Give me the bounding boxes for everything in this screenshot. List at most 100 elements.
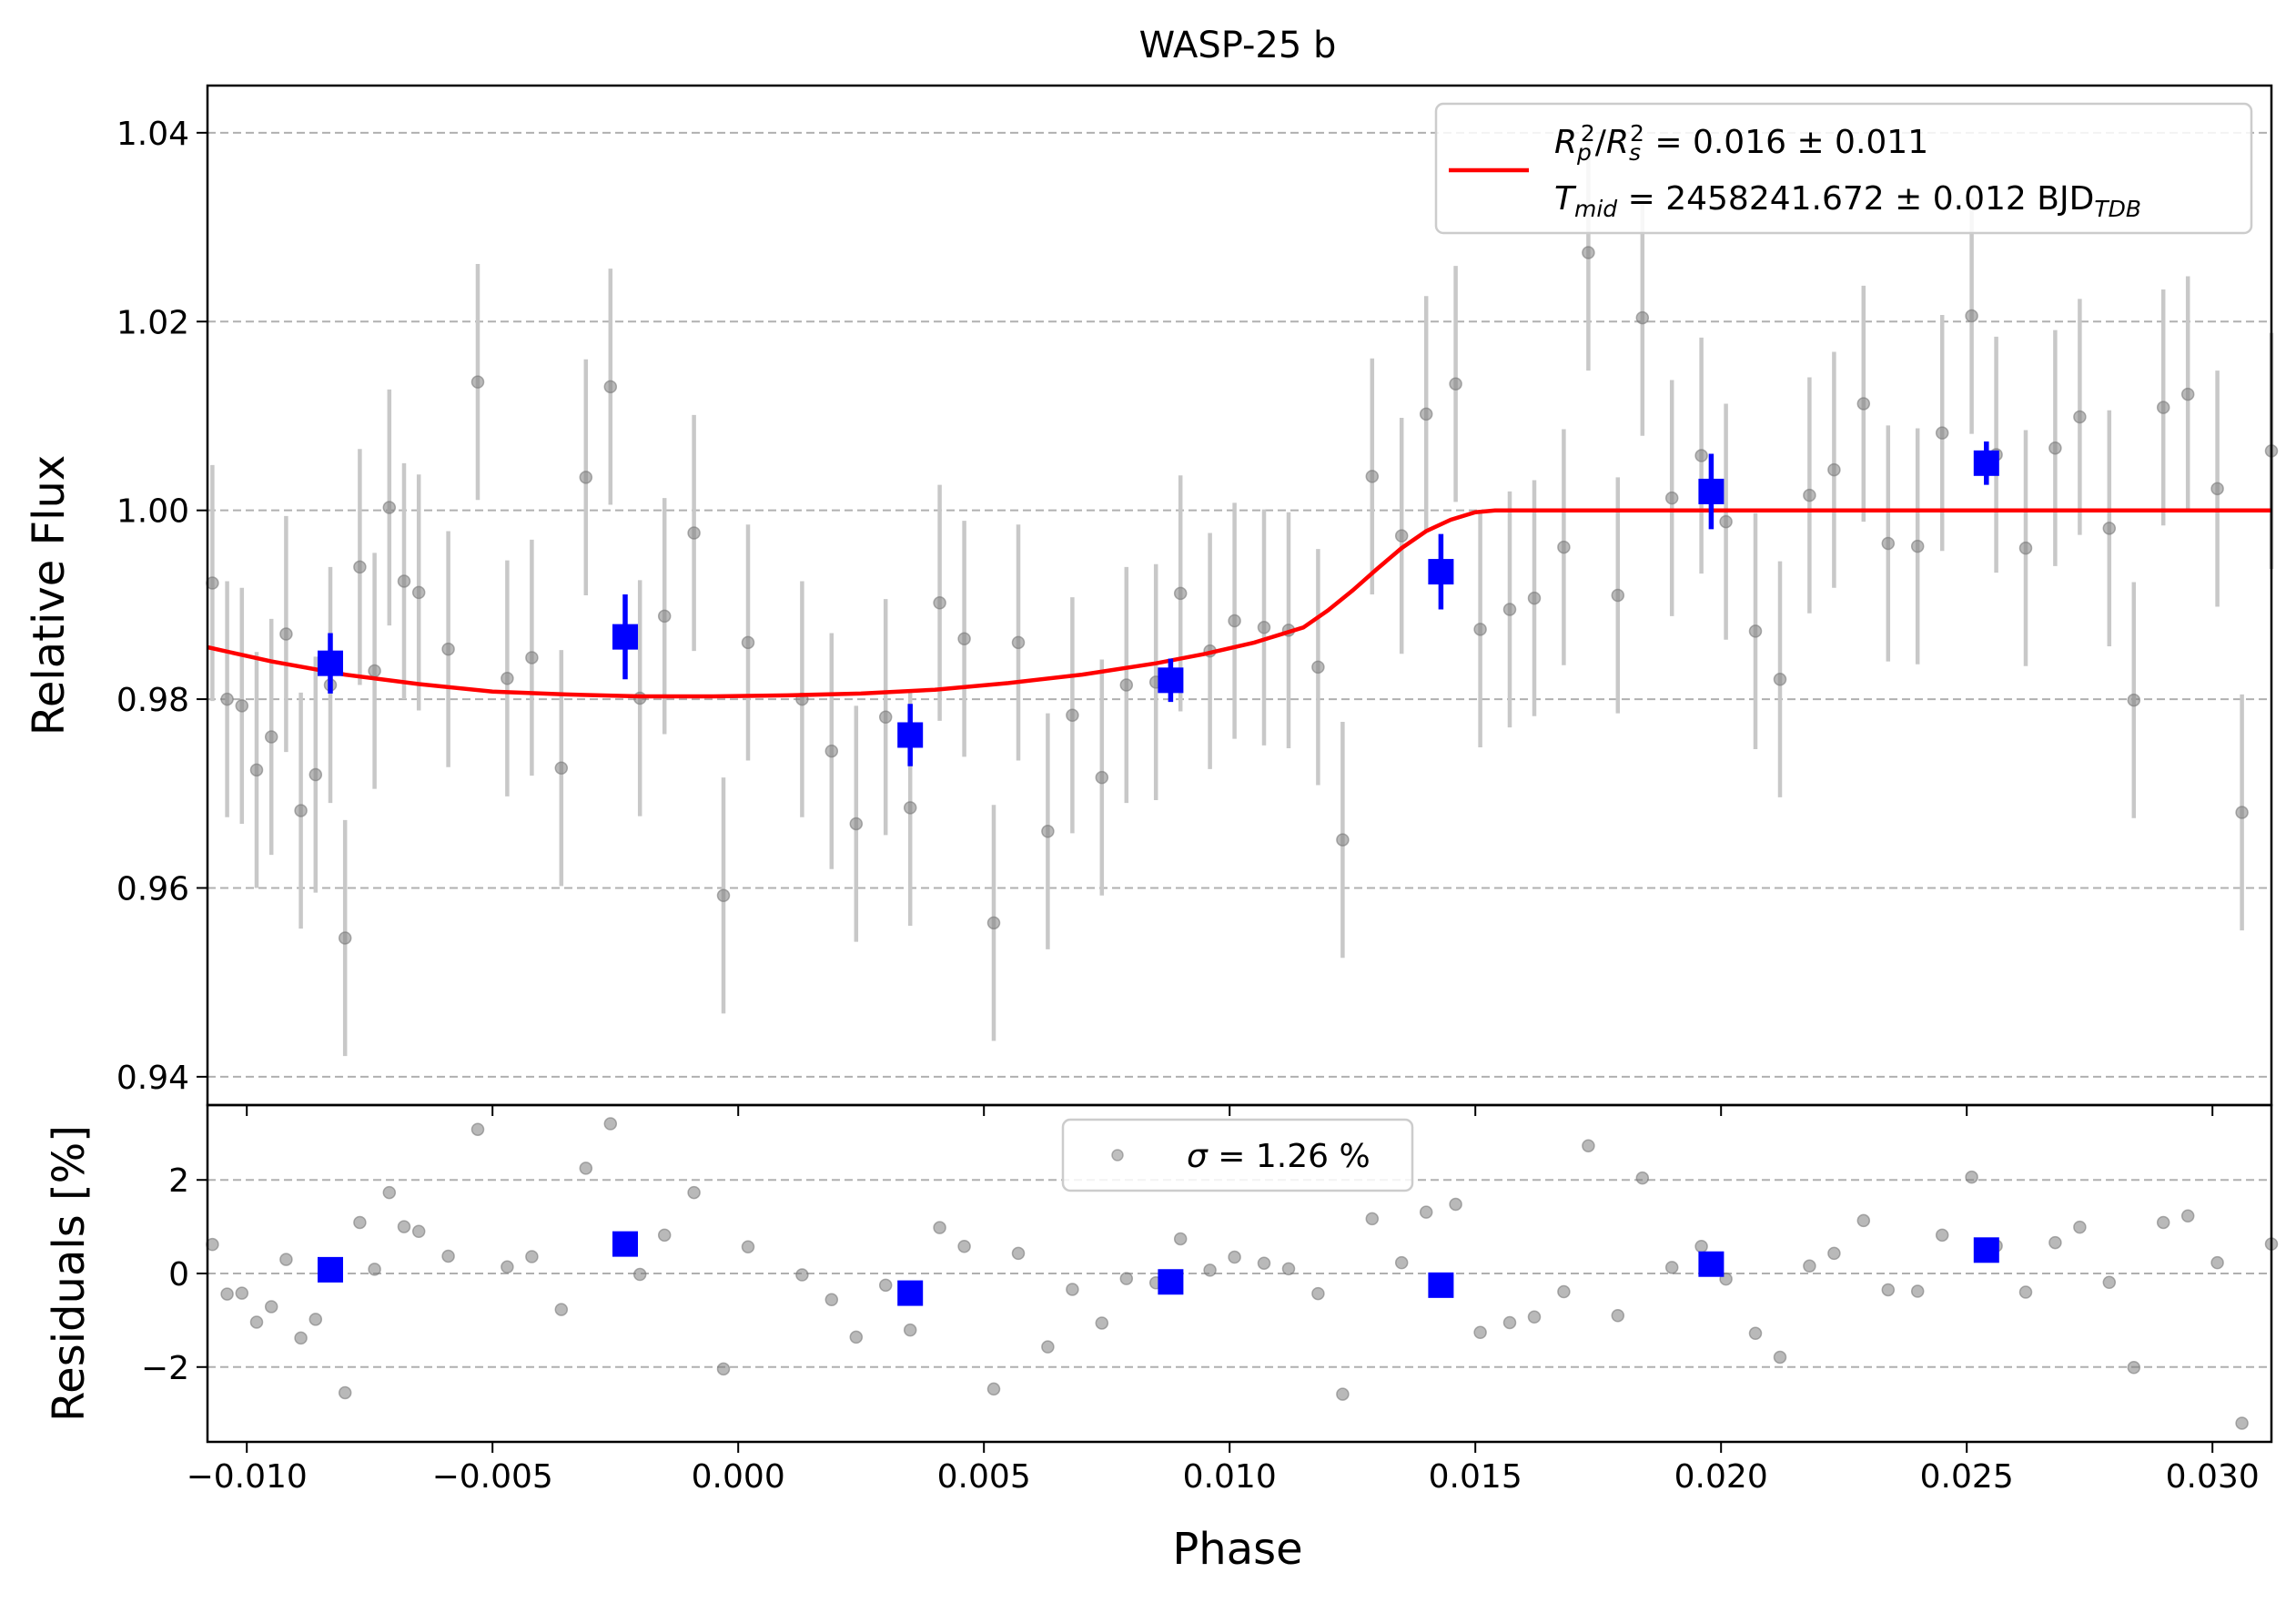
flux-raw-point xyxy=(1635,310,1650,325)
residual-binned-point xyxy=(318,1256,343,1283)
flux-binned-point xyxy=(318,650,343,676)
x-tick-label: −0.005 xyxy=(432,1458,553,1496)
residual-raw-point xyxy=(1394,1255,1409,1270)
residual-raw-point xyxy=(554,1303,569,1316)
residual-raw-point xyxy=(878,1278,893,1293)
tmid-unit-sub: TDB xyxy=(2094,196,2141,222)
residual-raw-point xyxy=(1965,1170,1978,1184)
radius-ratio-rs-sub: s xyxy=(1629,139,1641,166)
residual-raw-point xyxy=(1748,1326,1763,1341)
residual-binned-point xyxy=(1973,1237,1999,1263)
flux-legend: Rp2/Rs2 = 0.016 ± 0.011 Tmid = 2458241.6… xyxy=(1434,102,2253,235)
residual-raw-point xyxy=(353,1215,367,1230)
flux-raw-point xyxy=(1719,514,1733,529)
flux-raw-point xyxy=(603,380,618,394)
flux-raw-point xyxy=(1011,635,1026,650)
residual-raw-point xyxy=(1228,1250,1241,1264)
x-tick-label: 0.000 xyxy=(692,1458,785,1496)
residual-raw-point xyxy=(795,1268,809,1282)
residual-raw-point xyxy=(1773,1350,1787,1365)
radius-ratio-rp-sub: p xyxy=(1576,139,1592,166)
radius-ratio-rp: R xyxy=(1554,124,1577,161)
flux-raw-point xyxy=(368,664,381,678)
flux-raw-point xyxy=(2048,441,2062,455)
flux-raw-point xyxy=(2073,410,2087,424)
x-tick-label: 0.010 xyxy=(1183,1458,1277,1496)
residual-raw-point xyxy=(338,1385,352,1400)
flux-raw-point xyxy=(1473,623,1487,636)
residual-raw-point xyxy=(957,1239,971,1253)
residuals-panel: −2 0 2 −0.010 −0.005 0.000 0.005 0.010 0.015 0.0… xyxy=(44,1103,2279,1575)
flux-raw-point xyxy=(382,501,397,514)
residual-raw-point xyxy=(1257,1256,1271,1270)
flux-binned-point xyxy=(1973,450,1999,476)
flux-raw-point xyxy=(957,632,971,645)
residual-raw-point xyxy=(501,1260,514,1274)
flux-x-ticks xyxy=(246,1105,2214,1116)
legend-mid-transit: Tmid = 2458241.672 ± 0.012 BJDTDB xyxy=(1554,180,2141,222)
residual-raw-point xyxy=(1502,1315,1517,1330)
residual-raw-point xyxy=(294,1331,308,1345)
flux-raw-point xyxy=(397,574,411,588)
residual-raw-point xyxy=(632,1267,647,1282)
flux-raw-point xyxy=(411,585,426,600)
flux-raw-point xyxy=(501,672,514,685)
residuals-y-tick-label: −2 xyxy=(141,1350,189,1387)
residuals-raw-points xyxy=(206,1117,2279,1430)
residual-raw-point xyxy=(2127,1361,2141,1375)
x-tick-label: −0.010 xyxy=(187,1458,308,1496)
residual-raw-point xyxy=(1041,1340,1055,1354)
flux-raw-point xyxy=(903,801,917,815)
flux-raw-point xyxy=(220,692,234,706)
flux-y-tick-label: 0.94 xyxy=(116,1060,189,1097)
flux-raw-point xyxy=(1803,488,1816,502)
residuals-legend-marker xyxy=(1111,1149,1124,1162)
residual-raw-point xyxy=(741,1240,755,1253)
residual-raw-point xyxy=(235,1286,249,1300)
residual-raw-point xyxy=(1694,1239,1708,1253)
flux-raw-point xyxy=(716,888,731,903)
legend-radius-ratio: Rp2/Rs2 = 0.016 ± 0.011 xyxy=(1554,120,1928,166)
flux-raw-point xyxy=(824,744,839,758)
residual-raw-point xyxy=(308,1313,323,1326)
flux-raw-point xyxy=(1119,678,1134,692)
flux-raw-point xyxy=(1527,591,1542,605)
flux-grid xyxy=(207,131,2271,1078)
residuals-y-ticks: −2 0 2 xyxy=(141,1162,207,1387)
flux-raw-point xyxy=(554,761,569,776)
residuals-legend: σ = 1.26 % xyxy=(1061,1118,1414,1192)
radius-ratio-rs: R xyxy=(1606,124,1629,161)
flux-binned-point xyxy=(1698,478,1725,504)
residual-raw-point xyxy=(441,1249,455,1263)
residual-raw-point xyxy=(525,1250,539,1263)
flux-raw-point xyxy=(470,375,485,389)
residual-raw-point xyxy=(1173,1232,1188,1246)
tmid-value: = 2458241.672 ± 0.012 BJD xyxy=(1617,180,2094,218)
flux-raw-point xyxy=(1394,529,1409,543)
flux-raw-points xyxy=(206,134,2279,1057)
radius-ratio-rp-sup: 2 xyxy=(1581,120,1595,147)
residual-binned-point xyxy=(1698,1251,1725,1277)
residual-raw-point xyxy=(1935,1228,1949,1243)
residuals-y-tick-label: 0 xyxy=(168,1256,189,1294)
residual-raw-point xyxy=(824,1293,839,1307)
flux-binned-points xyxy=(318,441,1999,766)
flux-raw-point xyxy=(249,763,264,777)
residual-raw-point xyxy=(1011,1246,1026,1261)
residual-raw-point xyxy=(1664,1261,1679,1274)
flux-raw-point xyxy=(1910,539,1925,553)
residual-raw-point xyxy=(2210,1255,2224,1270)
x-axis-label: Phase xyxy=(1172,1524,1302,1575)
flux-binned-point xyxy=(897,722,924,748)
flux-raw-point xyxy=(235,699,249,713)
residual-raw-point xyxy=(657,1228,672,1243)
residual-raw-point xyxy=(579,1162,593,1175)
flux-raw-point xyxy=(1257,621,1271,634)
flux-raw-point xyxy=(308,767,323,782)
flux-raw-point xyxy=(1935,426,1949,440)
residual-raw-point xyxy=(1635,1171,1650,1185)
flux-raw-point xyxy=(1041,825,1055,838)
chart-title: WASP-25 b xyxy=(1139,25,1337,66)
flux-raw-point xyxy=(1449,377,1462,391)
flux-raw-point xyxy=(1502,603,1517,616)
